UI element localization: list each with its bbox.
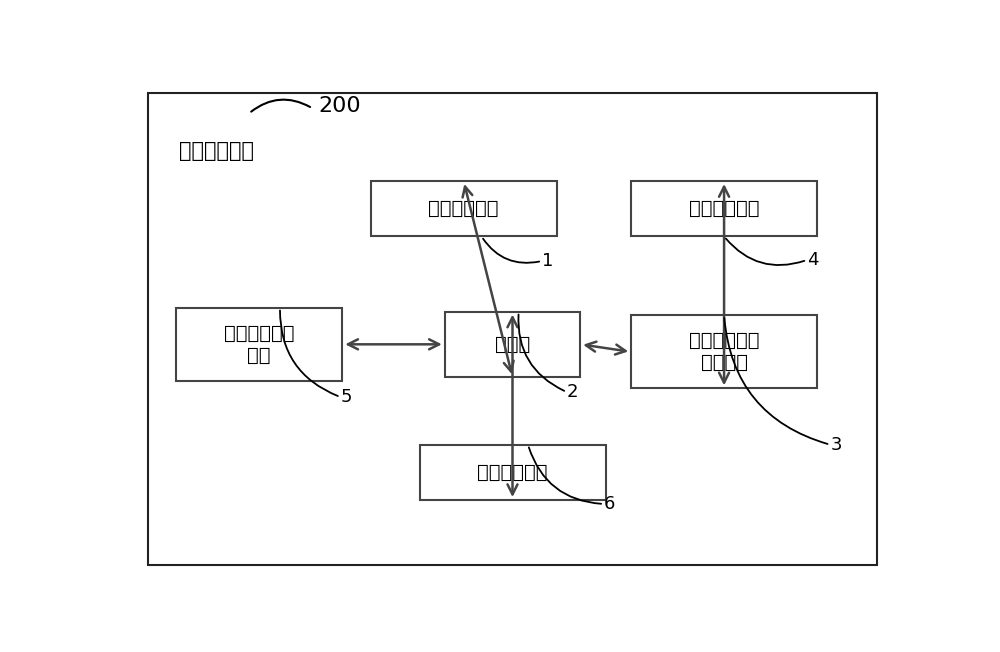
Text: 200: 200 bbox=[319, 96, 361, 116]
Bar bbox=[176, 308, 342, 381]
Bar bbox=[371, 181, 557, 237]
Bar bbox=[420, 445, 606, 500]
Text: 压力加载装置: 压力加载装置 bbox=[428, 200, 499, 218]
Text: 渗透压加压及
测量装置: 渗透压加压及 测量装置 bbox=[689, 331, 759, 372]
Text: 4: 4 bbox=[807, 251, 818, 269]
Text: 3: 3 bbox=[830, 436, 842, 454]
Text: 压力室: 压力室 bbox=[495, 335, 530, 354]
Text: 1: 1 bbox=[542, 252, 553, 270]
Text: 2: 2 bbox=[567, 383, 578, 401]
Text: 水浴加热装置: 水浴加热装置 bbox=[689, 200, 759, 218]
Text: 超声损伤测试
装置: 超声损伤测试 装置 bbox=[224, 324, 294, 365]
Text: 渗透测试装置: 渗透测试装置 bbox=[179, 141, 254, 161]
Text: 数据采集装置: 数据采集装置 bbox=[477, 463, 548, 482]
Text: 5: 5 bbox=[340, 388, 352, 406]
Bar bbox=[631, 316, 817, 388]
Bar bbox=[631, 181, 817, 237]
Bar bbox=[445, 312, 580, 377]
Text: 6: 6 bbox=[604, 495, 615, 513]
